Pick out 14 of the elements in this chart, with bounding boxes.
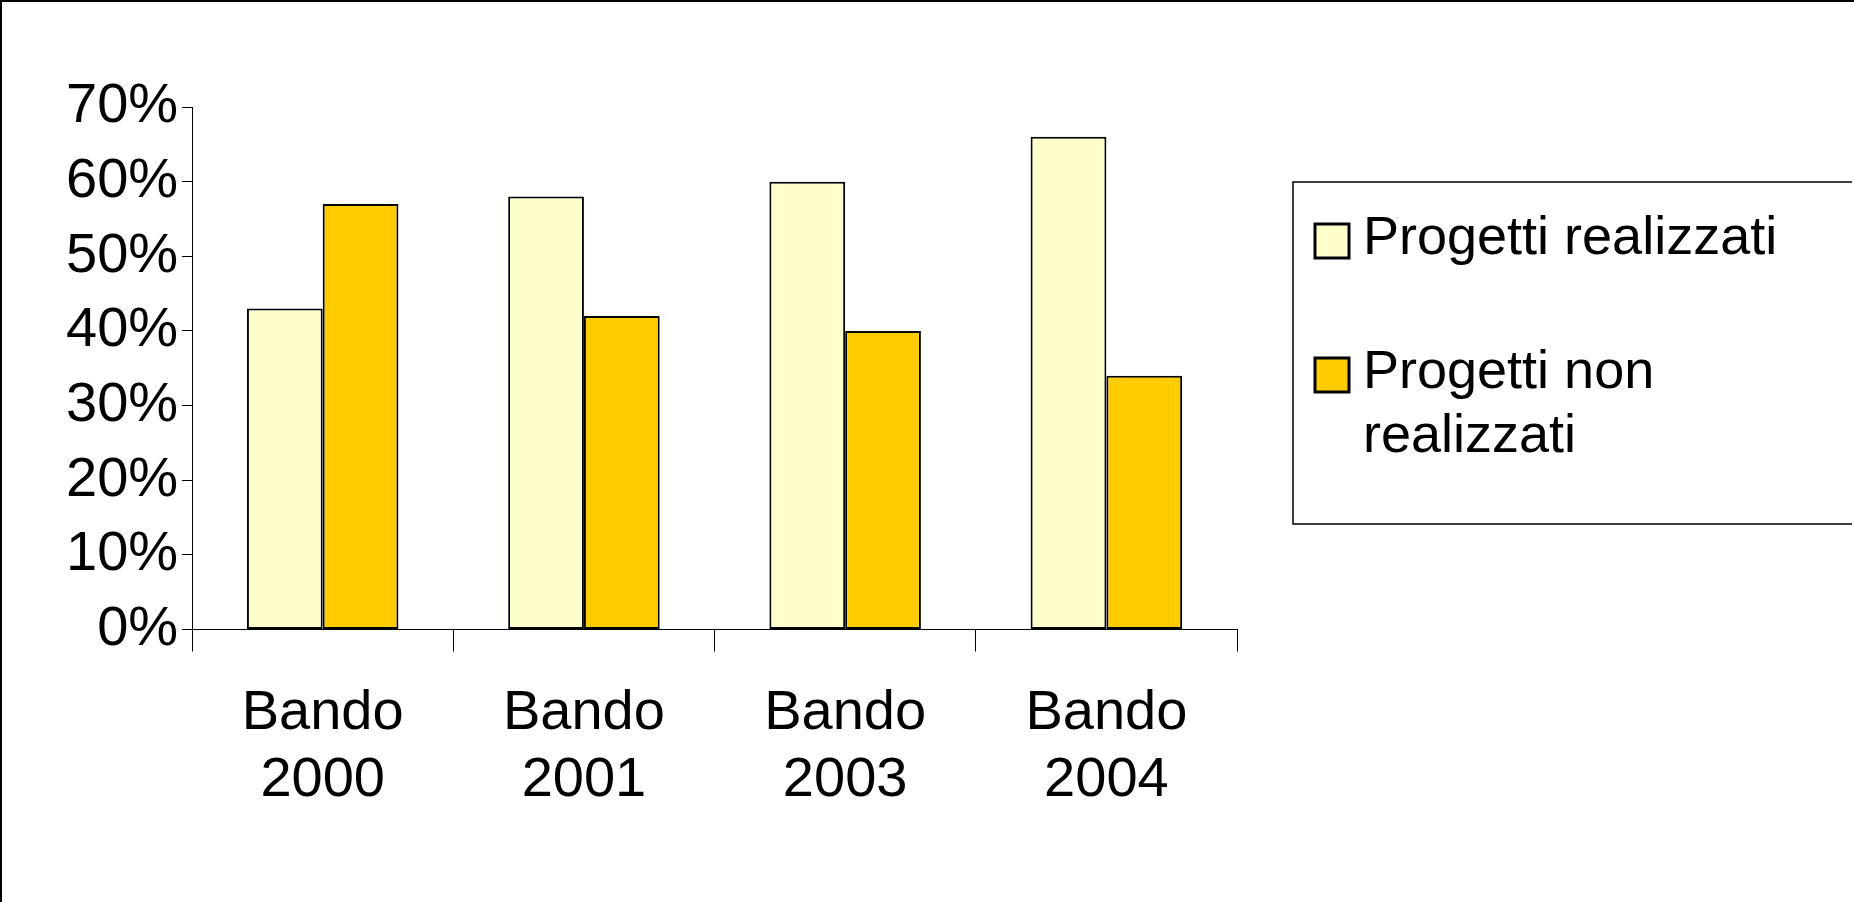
y-tick-label: 20% xyxy=(65,444,179,508)
y-tick-label: 50% xyxy=(65,220,179,284)
y-tick-label: 70% xyxy=(65,71,179,135)
x-tick-label: Bando 2004 xyxy=(1025,677,1188,808)
y-tick-label: 0% xyxy=(97,594,179,658)
y-tick-label: 10% xyxy=(65,519,179,583)
x-tick-label: Bando 2001 xyxy=(502,677,665,808)
legend-label: Progetti realizzati xyxy=(1363,204,1778,265)
x-tick-label: Bando 2000 xyxy=(241,677,404,808)
y-tick-label: 60% xyxy=(65,146,179,210)
x-tick-label: Bando 2003 xyxy=(764,677,927,808)
legend-label: Progetti non realizzati xyxy=(1363,338,1655,463)
y-tick-label: 30% xyxy=(65,370,179,434)
y-tick-label: 40% xyxy=(65,295,179,359)
